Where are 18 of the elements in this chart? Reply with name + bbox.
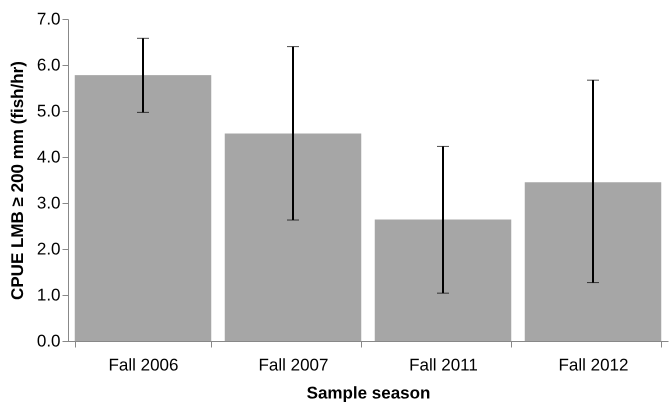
y-tick-label: 6.0 xyxy=(36,56,60,74)
y-tick-label: 1.0 xyxy=(36,286,60,304)
x-tick-label: Fall 2006 xyxy=(108,356,178,374)
y-tick-label: 7.0 xyxy=(36,10,60,28)
bar xyxy=(224,134,362,341)
x-tick-label: Fall 2007 xyxy=(258,356,328,374)
y-tick-label: 4.0 xyxy=(36,148,60,166)
y-axis-title: CPUE LMB ≥ 200 mm (fish/hr) xyxy=(8,61,27,300)
x-axis-title: Sample season xyxy=(306,384,430,402)
y-tick-label: 0.0 xyxy=(36,332,60,350)
bar xyxy=(74,75,212,341)
y-tick-label: 5.0 xyxy=(36,102,60,120)
y-tick-label: 3.0 xyxy=(36,194,60,212)
x-tick-label: Fall 2011 xyxy=(409,356,478,374)
bar xyxy=(524,182,662,341)
y-tick-label: 2.0 xyxy=(36,240,60,258)
bar xyxy=(374,220,512,341)
x-tick-label: Fall 2012 xyxy=(558,356,628,374)
